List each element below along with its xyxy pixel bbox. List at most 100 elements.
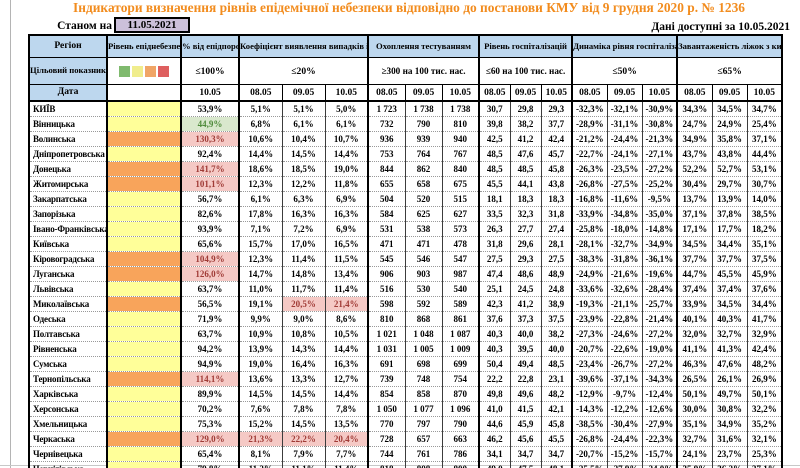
data-cell: 17,7% <box>711 221 748 237</box>
data-cell: 38,5% <box>746 206 783 222</box>
data-cell: 45,5 <box>540 431 574 447</box>
data-cell: -20,7% <box>571 446 608 462</box>
epidemic-level-cell <box>106 431 182 447</box>
data-cell: 47,4 <box>478 266 511 282</box>
data-cell: 32,1% <box>746 431 783 447</box>
region-cell: Івано-Франківська <box>28 221 108 237</box>
date-cell: 08.05 <box>367 84 406 102</box>
data-cell: 530 <box>404 281 443 297</box>
epidemic-level-cell <box>106 251 182 267</box>
data-cell: 29,3 <box>509 251 542 267</box>
data-cell: 92,4% <box>180 146 240 162</box>
data-cell: 82,6% <box>180 206 240 222</box>
data-cell: 14,8% <box>281 266 326 282</box>
data-cell: 65,4% <box>180 446 240 462</box>
data-cell: -27,2% <box>641 356 679 372</box>
data-cell: -26,7% <box>606 356 643 372</box>
region-cell: Черкаська <box>28 431 108 447</box>
level-date-empty-cell <box>106 84 182 102</box>
data-cell: 1 723 <box>367 100 406 117</box>
data-cell: 25,3% <box>746 446 783 462</box>
data-cell: 34,7 <box>509 446 542 462</box>
data-cell: -26,8% <box>571 431 608 447</box>
data-cell: 11,8% <box>324 176 370 192</box>
data-cell: -25,2% <box>641 176 679 192</box>
data-cell: 104,9% <box>180 251 240 267</box>
data-cell: 40,1% <box>676 311 713 327</box>
data-cell: -22,7% <box>571 146 608 162</box>
data-cell: 538 <box>404 221 443 237</box>
date-cell: 10.05 <box>324 84 370 102</box>
region-cell: Тернопільська <box>28 371 108 387</box>
page-left-gridline <box>10 0 11 468</box>
date-cell: 09.05 <box>281 84 326 102</box>
data-cell: 800 <box>441 461 481 468</box>
data-cell: 1 005 <box>404 341 443 357</box>
table-row: Закарпатська 56,7% 6,1% 6,3% 6,9% 504 520 515 18… <box>28 191 783 207</box>
data-cell: 41,2 <box>509 131 542 147</box>
data-cell: 41,7% <box>746 311 783 327</box>
data-cell: 589 <box>441 296 481 312</box>
data-cell: 94,9% <box>180 356 240 372</box>
data-cell: 38,9 <box>540 296 574 312</box>
data-cell: 30,7% <box>746 176 783 192</box>
data-cell: 22,8 <box>509 371 542 387</box>
data-cell: 126,0% <box>180 266 240 282</box>
epidemic-level-cell <box>106 281 182 297</box>
table-row: Луганська 126,0% 14,7% 14,8% 13,4% 906 903 987 4… <box>28 266 783 282</box>
data-cell: 41,3% <box>711 341 748 357</box>
table-row: Київська 65,6% 15,7% 17,0% 16,5% 471 471 478 31,… <box>28 236 783 252</box>
region-cell: Волинська <box>28 131 108 147</box>
data-cell: 18,6% <box>238 161 283 177</box>
epidemic-level-cell <box>106 296 182 312</box>
data-cell: 13,6% <box>238 371 283 387</box>
data-cell: 36,2% <box>711 461 748 468</box>
data-cell: 34,4% <box>711 236 748 252</box>
data-cell: -39,6% <box>571 371 608 387</box>
region-cell: Кіровоградська <box>28 251 108 267</box>
data-cell: 45,6 <box>509 431 542 447</box>
target-hospitalization: ≤60 на 100 тис. нас. <box>478 57 574 85</box>
data-cell: 790 <box>404 116 443 132</box>
target-detection-coef: ≤20% <box>238 57 370 85</box>
data-cell: 18,3 <box>540 191 574 207</box>
data-cell: 547 <box>441 251 481 267</box>
data-cell: -12,4% <box>641 386 679 402</box>
data-cell: 11,4% <box>324 281 370 297</box>
epidemic-level-cell <box>106 401 182 417</box>
data-cell: 691 <box>367 356 406 372</box>
epidemic-level-cell <box>106 446 182 462</box>
target-testing: ≥300 на 100 тис. нас. <box>367 57 481 85</box>
data-cell: -27,9% <box>606 461 643 468</box>
data-cell: 739 <box>367 371 406 387</box>
data-cell: 12,2% <box>281 176 326 192</box>
oxygen-beds-header: Завантаженість ліжок з киснем <box>676 34 783 58</box>
data-cell: -22,3% <box>641 431 679 447</box>
data-cell: 516 <box>367 281 406 297</box>
data-cell: -9,5% <box>641 191 679 207</box>
data-cell: 13,9% <box>711 191 748 207</box>
data-cell: 767 <box>441 146 481 162</box>
data-cell: 698 <box>404 356 443 372</box>
table-row: Дніпропетровська 92,4% 14,4% 14,5% 14,4% 753 7… <box>28 146 783 162</box>
data-cell: -32,3% <box>571 100 608 117</box>
data-cell: 33,9% <box>676 296 713 312</box>
data-cell: -20,7% <box>571 341 608 357</box>
data-cell: -31,1% <box>606 116 643 132</box>
data-cell: 868 <box>404 311 443 327</box>
data-cell: 48,1 <box>540 461 574 468</box>
data-cell: 26,9% <box>746 371 783 387</box>
date-cell: 09.05 <box>509 84 542 102</box>
data-cell: 7,2% <box>281 221 326 237</box>
data-cell: 48,9 <box>540 266 574 282</box>
data-cell: 37,1% <box>746 131 783 147</box>
data-cell: 34,7% <box>746 100 783 117</box>
data-cell: 29,6 <box>509 236 542 252</box>
data-cell: 14,4% <box>324 341 370 357</box>
epidemic-indicators-table: Регіон Рівень епіднебезпеки % від епідпо… <box>28 34 784 468</box>
region-column-header: Регіон <box>28 34 108 58</box>
level-legend-swatch <box>119 65 130 77</box>
table-row: КИЇВ 53,9% 5,1% 5,1% 5,0% 1 723 1 738 1 738 30,7… <box>28 100 783 117</box>
data-cell: 27,7 <box>509 221 542 237</box>
data-cell: 939 <box>404 131 443 147</box>
